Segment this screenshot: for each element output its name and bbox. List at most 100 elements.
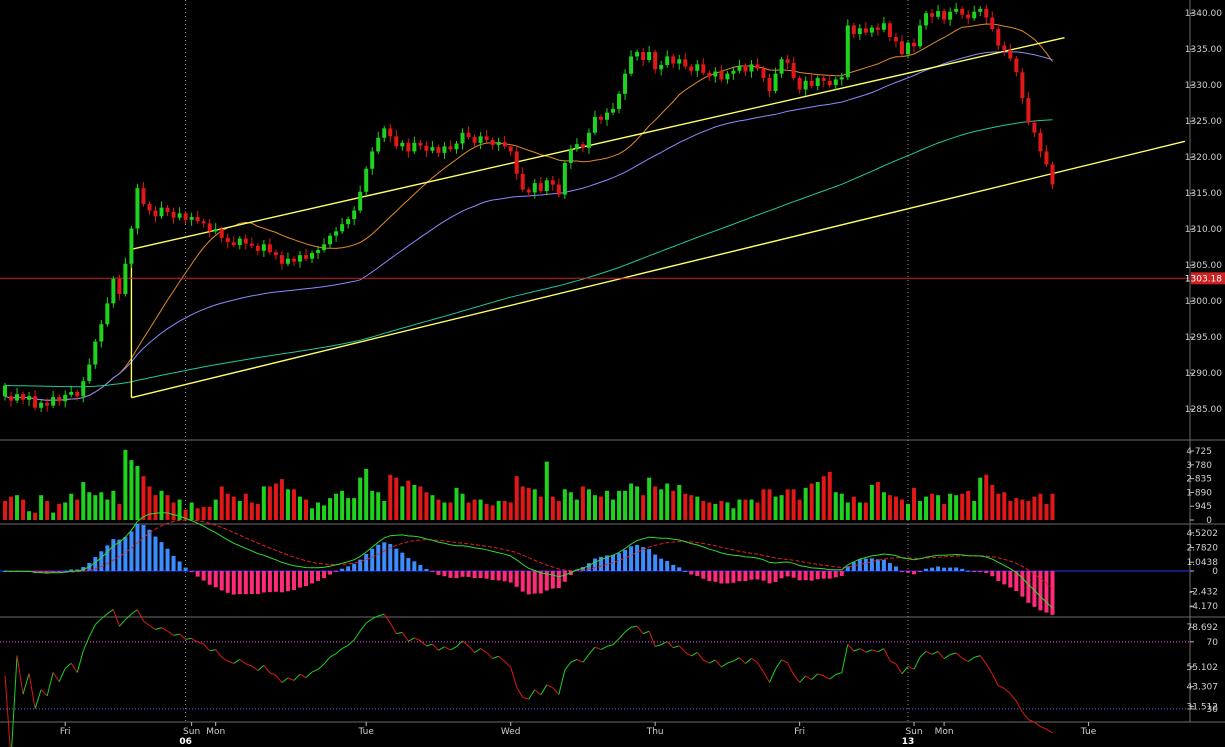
candle[interactable] [725, 71, 730, 84]
candle[interactable] [472, 134, 477, 148]
volume-bar[interactable] [550, 496, 555, 520]
volume-bar[interactable] [111, 490, 116, 520]
candle[interactable] [322, 238, 327, 253]
candle[interactable] [984, 4, 989, 24]
volume-bar[interactable] [364, 468, 369, 520]
candle[interactable] [532, 178, 537, 199]
candle[interactable] [815, 75, 820, 91]
volume-bar[interactable] [574, 499, 579, 520]
volume-bar[interactable] [725, 502, 730, 520]
candle[interactable] [845, 19, 850, 80]
candle[interactable] [346, 216, 351, 229]
candle[interactable] [490, 137, 495, 150]
volume-bar[interactable] [508, 502, 513, 520]
volume-bar[interactable] [635, 486, 640, 520]
candle[interactable] [869, 25, 874, 37]
candle[interactable] [328, 233, 333, 249]
volume-bar[interactable] [791, 489, 796, 520]
candle[interactable] [448, 140, 453, 152]
volume-bar[interactable] [797, 499, 802, 520]
volume-bar[interactable] [352, 498, 357, 520]
candle[interactable] [677, 54, 682, 70]
candle[interactable] [797, 75, 802, 94]
candle[interactable] [1002, 41, 1007, 57]
candle[interactable] [942, 8, 947, 24]
candle[interactable] [592, 110, 597, 136]
volume-bar[interactable] [310, 508, 315, 520]
volume-bar[interactable] [81, 482, 86, 520]
volume-bar[interactable] [1026, 501, 1031, 520]
volume-bar[interactable] [1038, 493, 1043, 520]
volume-bar[interactable] [346, 498, 351, 520]
macd-panel[interactable] [0, 512, 1190, 615]
volume-bar[interactable] [231, 496, 236, 520]
candle[interactable] [69, 385, 74, 398]
candle[interactable] [857, 24, 862, 41]
candle[interactable] [394, 130, 399, 149]
candle[interactable] [195, 210, 200, 224]
volume-bar[interactable] [406, 480, 411, 520]
candle[interactable] [966, 10, 971, 25]
candle[interactable] [57, 394, 62, 406]
volume-bar[interactable] [183, 509, 188, 520]
volume-bar[interactable] [821, 476, 826, 520]
volume-bar[interactable] [942, 503, 947, 520]
volume-bar[interactable] [394, 477, 399, 520]
candle[interactable] [611, 102, 616, 116]
volume-bar[interactable] [460, 493, 465, 520]
volume-bar[interactable] [996, 493, 1001, 520]
candle[interactable] [243, 234, 248, 250]
volume-bar[interactable] [304, 499, 308, 520]
volume-bar[interactable] [906, 503, 910, 520]
candle[interactable] [261, 240, 266, 257]
candle[interactable] [683, 53, 688, 69]
volume-bar[interactable] [954, 495, 959, 520]
volume-bar[interactable] [677, 484, 682, 520]
volume-bar[interactable] [568, 492, 573, 520]
volume-bar[interactable] [255, 503, 260, 520]
volume-bar[interactable] [328, 498, 333, 520]
candle[interactable] [761, 66, 766, 83]
volume-bar[interactable] [1020, 499, 1025, 520]
volume-bar[interactable] [189, 502, 194, 520]
candle[interactable] [755, 58, 760, 72]
candle[interactable] [839, 72, 844, 86]
volume-bar[interactable] [924, 496, 929, 520]
volume-bar[interactable] [177, 499, 182, 520]
volume-bar[interactable] [972, 501, 977, 520]
candle[interactable] [15, 387, 20, 404]
volume-bar[interactable] [580, 486, 585, 520]
volume-bar[interactable] [538, 496, 543, 520]
volume-bar[interactable] [57, 503, 62, 520]
candle[interactable] [237, 236, 242, 250]
candle[interactable] [1014, 56, 1019, 77]
volume-bar[interactable] [936, 495, 941, 520]
candle[interactable] [990, 11, 995, 32]
candle[interactable] [201, 218, 206, 228]
volume-bar[interactable] [978, 477, 983, 520]
volume-bar[interactable] [472, 499, 477, 520]
candle[interactable] [255, 243, 260, 256]
volume-bar[interactable] [665, 483, 670, 521]
candle[interactable] [430, 141, 435, 154]
candle[interactable] [27, 391, 32, 406]
candle[interactable] [647, 45, 652, 63]
candle[interactable] [225, 233, 230, 249]
volume-bar[interactable] [960, 493, 965, 520]
candle[interactable] [605, 108, 609, 126]
volume-bar[interactable] [165, 495, 170, 520]
volume-bar[interactable] [279, 479, 284, 520]
volume-bar[interactable] [51, 512, 56, 520]
candle[interactable] [641, 47, 646, 67]
volume-bar[interactable] [899, 499, 904, 520]
volume-bar[interactable] [875, 482, 880, 520]
volume-bar[interactable] [647, 477, 652, 520]
volume-bar[interactable] [15, 495, 20, 520]
volume-bar[interactable] [334, 493, 339, 520]
volume-bar[interactable] [815, 482, 820, 520]
candle[interactable] [707, 70, 712, 81]
candle[interactable] [629, 50, 634, 77]
candle[interactable] [267, 238, 272, 255]
candle[interactable] [171, 207, 176, 224]
